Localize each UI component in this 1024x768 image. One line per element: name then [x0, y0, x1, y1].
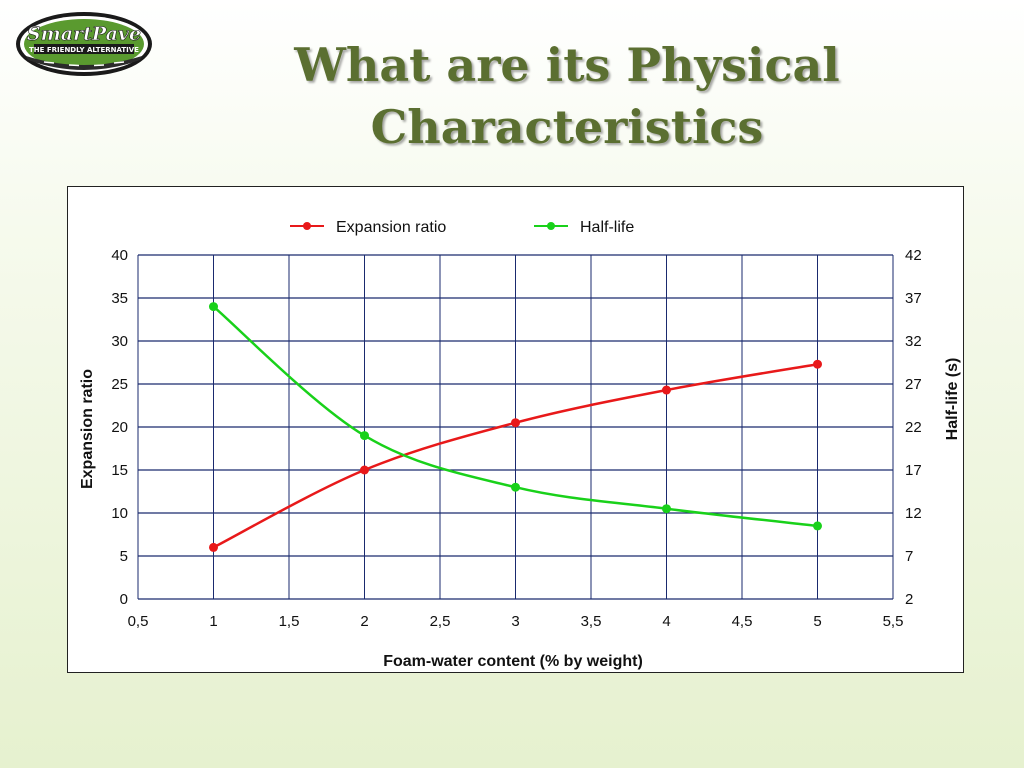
x-tick-label: 5: [813, 613, 821, 630]
series: [209, 302, 822, 552]
chart-frame: 0,5 1 1,5 2 2,5 3 3,5 4 4,5 5 5,5 0 5 10 15 20 25 30 35 40 2…: [67, 186, 964, 673]
x-tick-label: 1,5: [279, 613, 300, 630]
legend: Expansion ratio Half-life: [290, 219, 634, 236]
x-tick-label: 2,5: [430, 613, 451, 630]
y2-tick-label: 22: [905, 419, 922, 436]
legend-expansion-label: Expansion ratio: [336, 219, 446, 236]
half-life-point: [813, 521, 822, 531]
expansion-ratio-point: [511, 418, 520, 428]
tick-labels: 0,5 1 1,5 2 2,5 3 3,5 4 4,5 5 5,5 0 5 10 15 20 25 30 35 40 2…: [111, 247, 921, 630]
y-tick-label: 0: [120, 591, 128, 608]
y-tick-label: 40: [111, 247, 128, 264]
half-life-point: [662, 504, 671, 514]
y2-axis-label: Half-life (s): [944, 358, 961, 441]
y2-tick-label: 12: [905, 505, 922, 522]
y-tick-label: 15: [111, 462, 128, 479]
y2-tick-label: 27: [905, 376, 922, 393]
foam-characteristics-chart: 0,5 1 1,5 2 2,5 3 3,5 4 4,5 5 5,5 0 5 10 15 20 25 30 35 40 2…: [79, 219, 961, 670]
logo-brand: SmartPave: [27, 23, 141, 45]
y-tick-label: 35: [111, 290, 128, 307]
x-tick-label: 3: [511, 613, 519, 630]
expansion-ratio-point: [360, 465, 369, 475]
x-tick-label: 2: [360, 613, 368, 630]
y2-tick-label: 42: [905, 247, 922, 264]
half-life-point: [360, 431, 369, 441]
logo-tagline: THE FRIENDLY ALTERNATIVE: [29, 46, 139, 54]
grid: [137, 254, 894, 600]
y-axis-label: Expansion ratio: [79, 369, 96, 489]
y2-tick-label: 32: [905, 333, 922, 350]
x-tick-label: 1: [209, 613, 217, 630]
x-tick-label: 0,5: [128, 613, 149, 630]
y2-tick-label: 37: [905, 290, 922, 307]
y-tick-label: 10: [111, 505, 128, 522]
half-life-point: [209, 302, 218, 312]
y2-tick-label: 7: [905, 548, 913, 565]
half-life-point: [511, 482, 520, 492]
y-tick-label: 30: [111, 333, 128, 350]
x-tick-label: 4,5: [732, 613, 753, 630]
x-tick-label: 5,5: [883, 613, 904, 630]
x-tick-label: 4: [662, 613, 670, 630]
smartpave-logo: SmartPave THE FRIENDLY ALTERNATIVE: [16, 12, 152, 76]
legend-halflife-label: Half-life: [580, 219, 634, 236]
expansion-ratio-point: [662, 385, 671, 395]
y2-tick-label: 2: [905, 591, 913, 608]
y-tick-label: 5: [120, 548, 128, 565]
title-line-2: Characteristics: [370, 100, 764, 154]
slide-title: What are its Physical Characteristics: [150, 34, 984, 158]
y-tick-label: 25: [111, 376, 128, 393]
x-axis-label: Foam-water content (% by weight): [383, 653, 643, 670]
legend-expansion-marker: [303, 222, 311, 230]
legend-halflife-marker: [547, 222, 555, 230]
y2-tick-label: 17: [905, 462, 922, 479]
expansion-ratio-point: [813, 359, 822, 369]
y-tick-label: 20: [111, 419, 128, 436]
expansion-ratio-point: [209, 542, 218, 552]
x-tick-label: 3,5: [581, 613, 602, 630]
title-line-1: What are its Physical: [294, 38, 840, 92]
